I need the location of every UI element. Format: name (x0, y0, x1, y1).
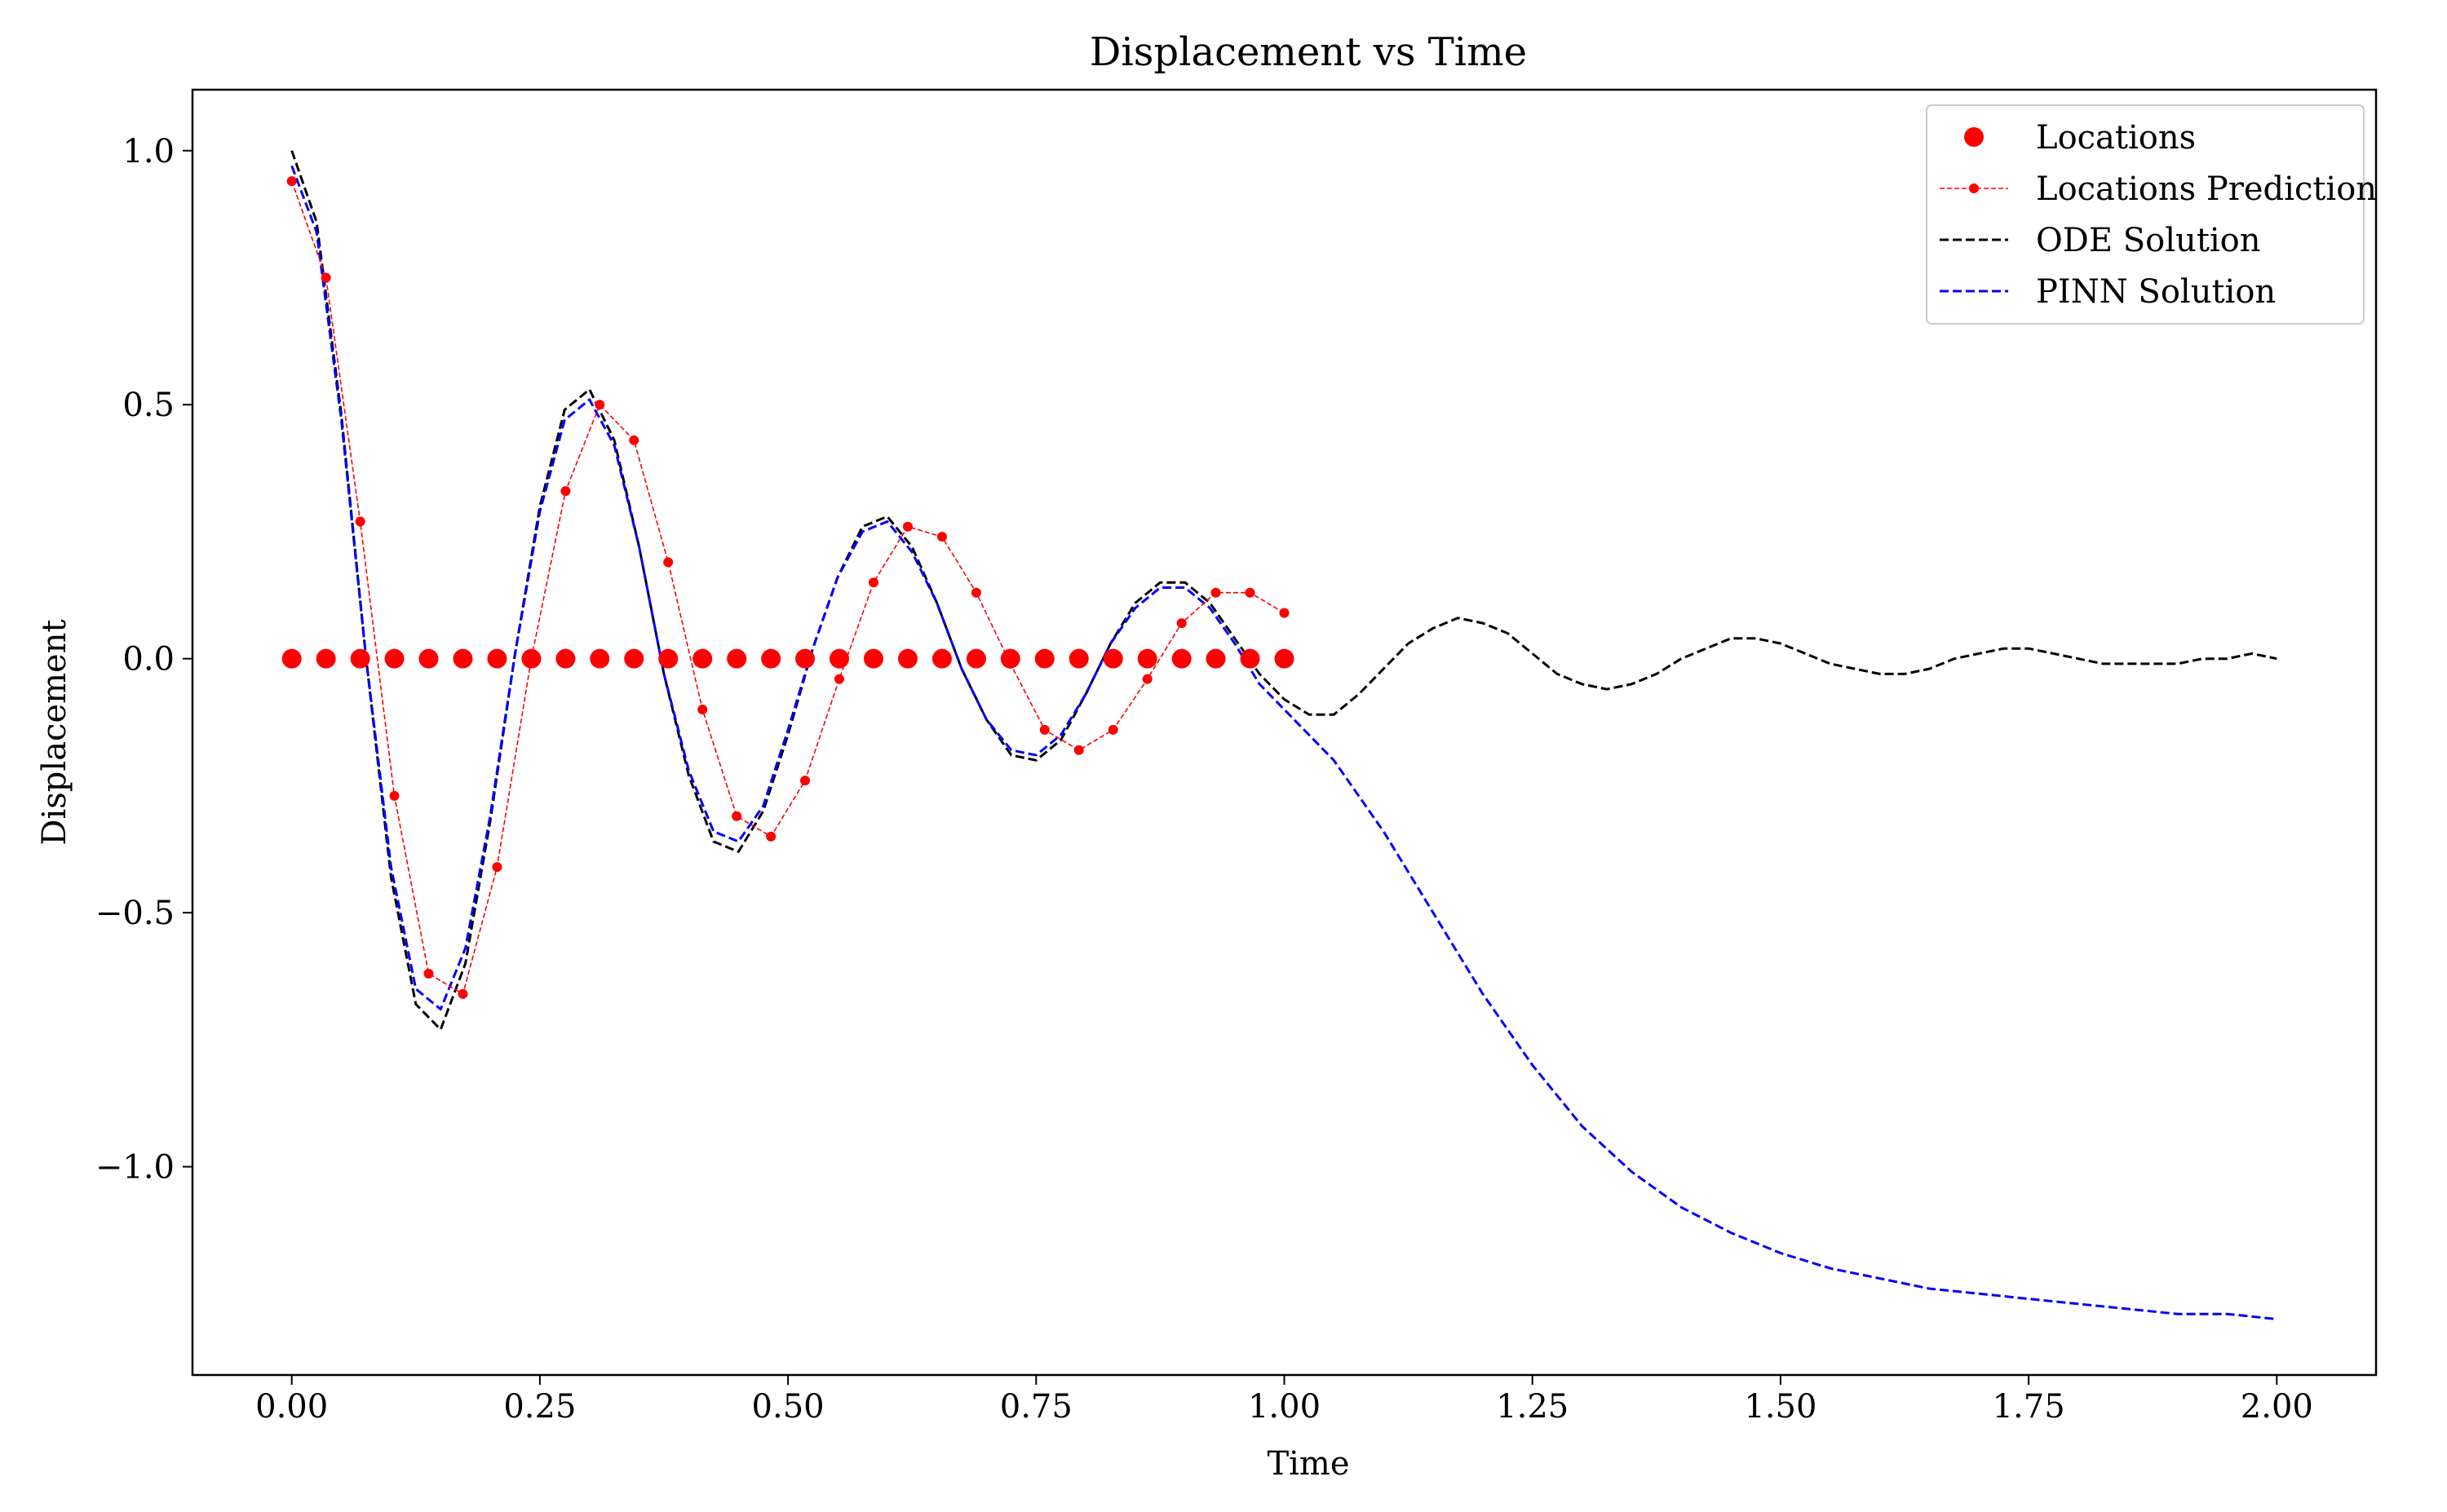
locations-prediction-marker (286, 176, 297, 187)
y-tick-label: −1.0 (95, 1149, 175, 1187)
x-tick-label: 0.00 (255, 1388, 328, 1426)
location-marker (1103, 648, 1123, 669)
location-marker (966, 648, 986, 669)
series-layer (281, 150, 2277, 1320)
location-marker (830, 648, 850, 669)
location-marker (1171, 648, 1192, 669)
locations-prediction-line (290, 180, 1285, 996)
locations-prediction-marker (355, 516, 365, 527)
locations-prediction-marker (1245, 587, 1255, 598)
y-tick-label: 0.0 (122, 641, 175, 679)
locations-prediction-marker (834, 674, 845, 684)
x-tick-label: 1.75 (1993, 1388, 2065, 1426)
location-marker (624, 648, 644, 669)
pinn-solution-line (290, 165, 2277, 1320)
y-axis-label: Displacement (36, 619, 73, 845)
x-tick-label: 0.25 (503, 1388, 576, 1426)
legend-label-locations-prediction: Locations Prediction (2036, 170, 2377, 208)
locations-prediction-marker (663, 557, 674, 568)
x-tick-label: 0.75 (1000, 1388, 1073, 1426)
x-tick-label: 2.00 (2241, 1388, 2313, 1426)
locations-prediction-marker (971, 587, 981, 598)
locations-prediction-marker (732, 811, 742, 821)
locations-prediction-marker (595, 400, 605, 410)
location-marker (453, 648, 473, 669)
legend-handle-locations (1964, 127, 1984, 147)
location-marker (384, 648, 405, 669)
locations-prediction-marker (1279, 608, 1290, 618)
location-marker (1137, 648, 1157, 669)
locations-prediction-marker (526, 653, 537, 664)
location-marker (316, 648, 336, 669)
locations-prediction-marker (1005, 658, 1016, 669)
locations-prediction-marker (1108, 724, 1118, 735)
locations-prediction-marker (766, 831, 777, 842)
locations-prediction-marker (423, 968, 434, 979)
locations-prediction-marker (458, 988, 468, 999)
legend-handle-locations-prediction-marker (1969, 183, 1979, 193)
x-axis-label: Time (1267, 1445, 1349, 1483)
locations-prediction-marker (492, 862, 502, 873)
location-marker (418, 648, 439, 669)
locations-prediction-marker (321, 272, 331, 283)
location-marker (931, 648, 952, 669)
x-tick-label: 1.25 (1496, 1388, 1569, 1426)
legend-label-pinn-solution: PINN Solution (2036, 273, 2276, 311)
locations-prediction-marker (1176, 618, 1187, 629)
location-marker (281, 648, 302, 669)
legend-label-locations: Locations (2036, 119, 2196, 157)
locations-prediction-marker (868, 577, 878, 588)
location-marker (658, 648, 679, 669)
location-marker (1034, 648, 1055, 669)
location-marker (863, 648, 883, 669)
y-axis-ticks: 1.0 0.5 0.0 −0.5 −1.0 (95, 133, 192, 1187)
legend-box (1926, 104, 2365, 325)
location-marker (555, 648, 576, 669)
locations-prediction-marker (1142, 674, 1153, 684)
location-marker (761, 648, 781, 669)
location-marker (795, 648, 816, 669)
location-marker (693, 648, 713, 669)
x-tick-label: 1.00 (1248, 1388, 1321, 1426)
locations-prediction-marker (1039, 724, 1050, 735)
y-tick-label: 1.0 (122, 133, 175, 170)
locations-prediction-marker (697, 704, 708, 714)
locations-prediction-marker (902, 521, 913, 532)
locations-prediction-marker (629, 435, 639, 445)
location-marker (350, 648, 370, 669)
y-tick-label: 0.5 (122, 387, 175, 424)
location-marker (1069, 648, 1089, 669)
chart-title: Displacement vs Time (1090, 29, 1527, 75)
location-marker (897, 648, 918, 669)
location-marker (727, 648, 747, 669)
location-marker (1206, 648, 1226, 669)
location-marker (487, 648, 507, 669)
x-tick-label: 0.50 (752, 1388, 825, 1426)
location-marker (1274, 648, 1294, 669)
locations-prediction-marker (560, 486, 571, 497)
x-axis-ticks: 0.00 0.25 0.50 0.75 1.00 1.25 1.50 1.75 2.00 (255, 1375, 2313, 1426)
legend: Locations Locations Prediction ODE Solutio… (1926, 104, 2377, 325)
locations-prediction-marker (800, 776, 811, 786)
location-marker (1240, 648, 1260, 669)
locations-prediction-marker (1073, 745, 1084, 755)
location-marker (590, 648, 610, 669)
locations-prediction-marker (936, 532, 947, 542)
locations-prediction-marker (389, 790, 400, 801)
x-tick-label: 1.50 (1744, 1388, 1816, 1426)
y-tick-label: −0.5 (95, 895, 175, 932)
locations-prediction-marker (1210, 587, 1221, 598)
legend-label-ode-solution: ODE Solution (2036, 222, 2261, 259)
